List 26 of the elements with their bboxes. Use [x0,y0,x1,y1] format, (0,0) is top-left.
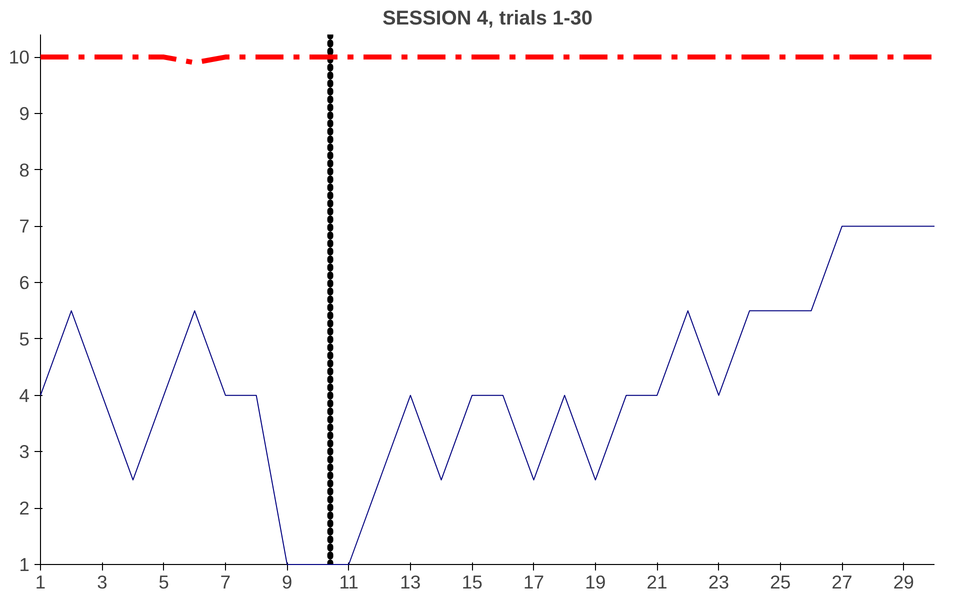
x-tick-label: 21 [646,572,668,592]
y-tick-label: 5 [19,328,30,350]
x-tick-label: 7 [220,572,231,592]
y-tick-label: 2 [19,498,30,519]
x-tick-label: 19 [585,572,606,592]
x-tick-label: 3 [96,572,108,592]
y-tick-label: 6 [19,272,30,294]
x-tick-label: 5 [158,572,170,592]
x-tick-label: 23 [708,572,730,592]
x-tick-label: 27 [832,572,852,592]
x-tick-label: 1 [35,572,46,592]
x-tick-label: 9 [282,572,292,592]
y-tick-label: 1 [19,554,30,575]
x-tick-label: 15 [462,572,482,592]
y-tick-label: 3 [19,441,30,462]
x-tick-label: 13 [400,572,421,592]
x-tick-label: 11 [339,572,358,592]
x-tick-label: 25 [770,572,791,592]
y-tick-label: 9 [19,102,30,124]
y-tick-label: 4 [19,384,30,406]
x-tick-label: 29 [893,572,914,592]
y-tick-label: 10 [8,46,30,68]
y-tick-label: 8 [19,159,30,180]
x-tick-label: 17 [523,572,544,592]
chart-title: SESSION 4, trials 1-30 [382,8,593,30]
y-tick-label: 7 [19,216,30,237]
